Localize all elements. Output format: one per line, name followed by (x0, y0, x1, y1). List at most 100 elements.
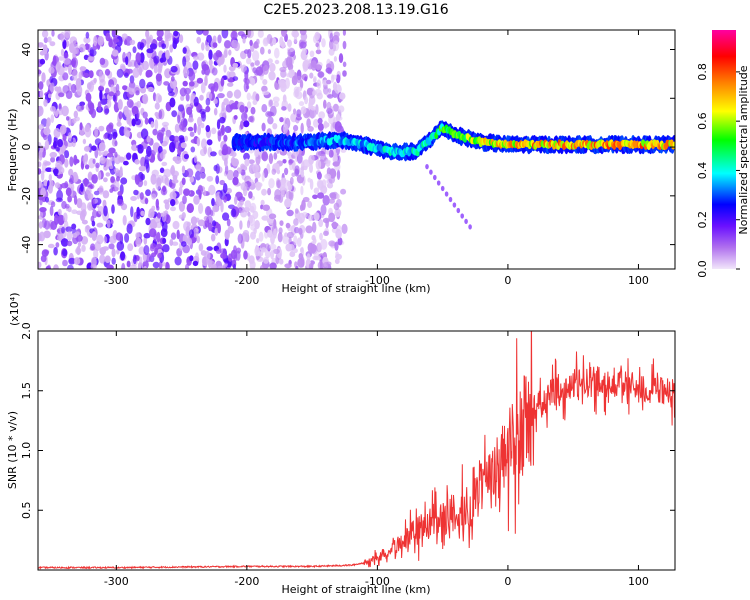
heatmap-cell (47, 243, 55, 249)
heatmap-cell (311, 234, 316, 241)
heatmap-cell (234, 196, 238, 205)
heatmap-cell (212, 52, 219, 61)
heatmap-cell (57, 208, 62, 216)
heatmap-cell (224, 229, 230, 240)
heatmap-cell (149, 43, 157, 50)
heatmap-cell (59, 124, 67, 135)
heatmap-cell (100, 98, 108, 105)
heatmap-cell (341, 223, 348, 234)
heatmap-cell (117, 99, 123, 110)
heatmap-cell (291, 172, 296, 178)
heatmap-cell (287, 103, 292, 112)
heatmap-cell (267, 229, 273, 238)
heatmap-cell (168, 91, 175, 97)
heatmap-cell (159, 57, 164, 63)
x-axis-bottom: -300 -200 -100 0 100 (104, 331, 649, 588)
heatmap-cell (154, 247, 158, 255)
heatmap-cell (116, 176, 120, 182)
heatmap-cell (268, 153, 274, 165)
heatmap-cell (333, 202, 340, 211)
heatmap-cell (240, 120, 244, 130)
heatmap-cell (262, 79, 268, 85)
heatmap-cell (119, 166, 123, 178)
heatmap-cell (288, 190, 294, 201)
heatmap-cell (91, 199, 95, 205)
plot-area-bottom (38, 331, 675, 570)
heatmap-cell (171, 170, 179, 178)
heatmap-cell (79, 122, 83, 131)
heatmap-cell (163, 199, 170, 204)
heatmap-cell (169, 191, 177, 200)
heatmap-cell (38, 105, 44, 117)
heatmap-cell (126, 99, 134, 108)
heatmap-cell (268, 178, 275, 189)
heatmap-cell (254, 150, 259, 158)
heatmap-cell (63, 212, 68, 223)
x-top-tick-label: -100 (365, 274, 390, 287)
heatmap-cell (195, 164, 202, 172)
heatmap-cell (272, 123, 278, 130)
heatmap-cell (87, 99, 93, 109)
heatmap-cell (49, 106, 56, 112)
heatmap-cell (342, 40, 347, 50)
heatmap-cell (193, 227, 199, 238)
heatmap-cell (223, 49, 228, 58)
heatmap-cell (208, 260, 216, 269)
heatmap-cell (274, 47, 280, 59)
heatmap-cell (182, 47, 187, 54)
chart-title: C2E5.2023.208.13.19.G16 (263, 2, 448, 18)
heatmap-cell (171, 241, 179, 246)
heatmap-cell (313, 34, 319, 44)
heatmap-cell (110, 84, 115, 94)
heatmap-cell (102, 190, 110, 199)
heatmap-cell (108, 39, 113, 48)
heatmap-cell (239, 220, 243, 230)
heatmap-cell (322, 261, 330, 269)
heatmap-cell (212, 205, 220, 213)
heatmap-cell (183, 87, 192, 95)
heatmap-cell (261, 215, 269, 221)
heatmap-cell (246, 57, 252, 65)
heatmap-cell (176, 229, 180, 240)
heatmap-cell (318, 219, 324, 228)
heatmap-cell (83, 36, 91, 44)
heatmap-cell (47, 36, 52, 43)
heatmap-cell (282, 94, 287, 103)
heatmap-cell (306, 253, 311, 262)
heatmap-cell (99, 247, 106, 256)
heatmap-cell (289, 176, 294, 185)
heatmap-cell (286, 55, 293, 66)
heatmap-cell (143, 245, 150, 255)
heatmap-cell (147, 36, 152, 42)
heatmap-cell (180, 142, 187, 149)
heatmap-cell (61, 226, 66, 234)
heatmap-cell (88, 70, 94, 79)
heatmap-cell (244, 200, 252, 209)
heatmap-cell (304, 76, 308, 82)
heatmap-cell (70, 83, 77, 94)
heatmap-cell (210, 233, 216, 242)
heatmap-cell (330, 193, 337, 201)
heatmap-cell (267, 58, 273, 64)
heatmap-cell (278, 227, 283, 235)
heatmap-cell (81, 244, 86, 252)
heatmap-cell (184, 135, 189, 142)
heatmap-cell (117, 191, 123, 196)
heatmap-cell (91, 145, 97, 151)
heatmap-cell (233, 115, 238, 120)
heatmap-cell (69, 174, 74, 185)
heatmap-cell (45, 196, 49, 203)
heatmap-cell (41, 218, 47, 229)
heatmap-cell (131, 118, 136, 127)
heatmap-cell (178, 201, 185, 212)
heatmap-cell (310, 60, 317, 71)
heatmap-cell (140, 210, 145, 217)
heatmap-cell (133, 211, 138, 223)
heatmap-cell (223, 40, 232, 49)
heatmap-cell (43, 179, 48, 187)
heatmap-cell (67, 195, 72, 203)
heatmap-cell (144, 197, 149, 205)
heatmap-cell (324, 173, 332, 180)
heatmap-cell (261, 122, 266, 132)
heatmap-cell (288, 244, 295, 252)
